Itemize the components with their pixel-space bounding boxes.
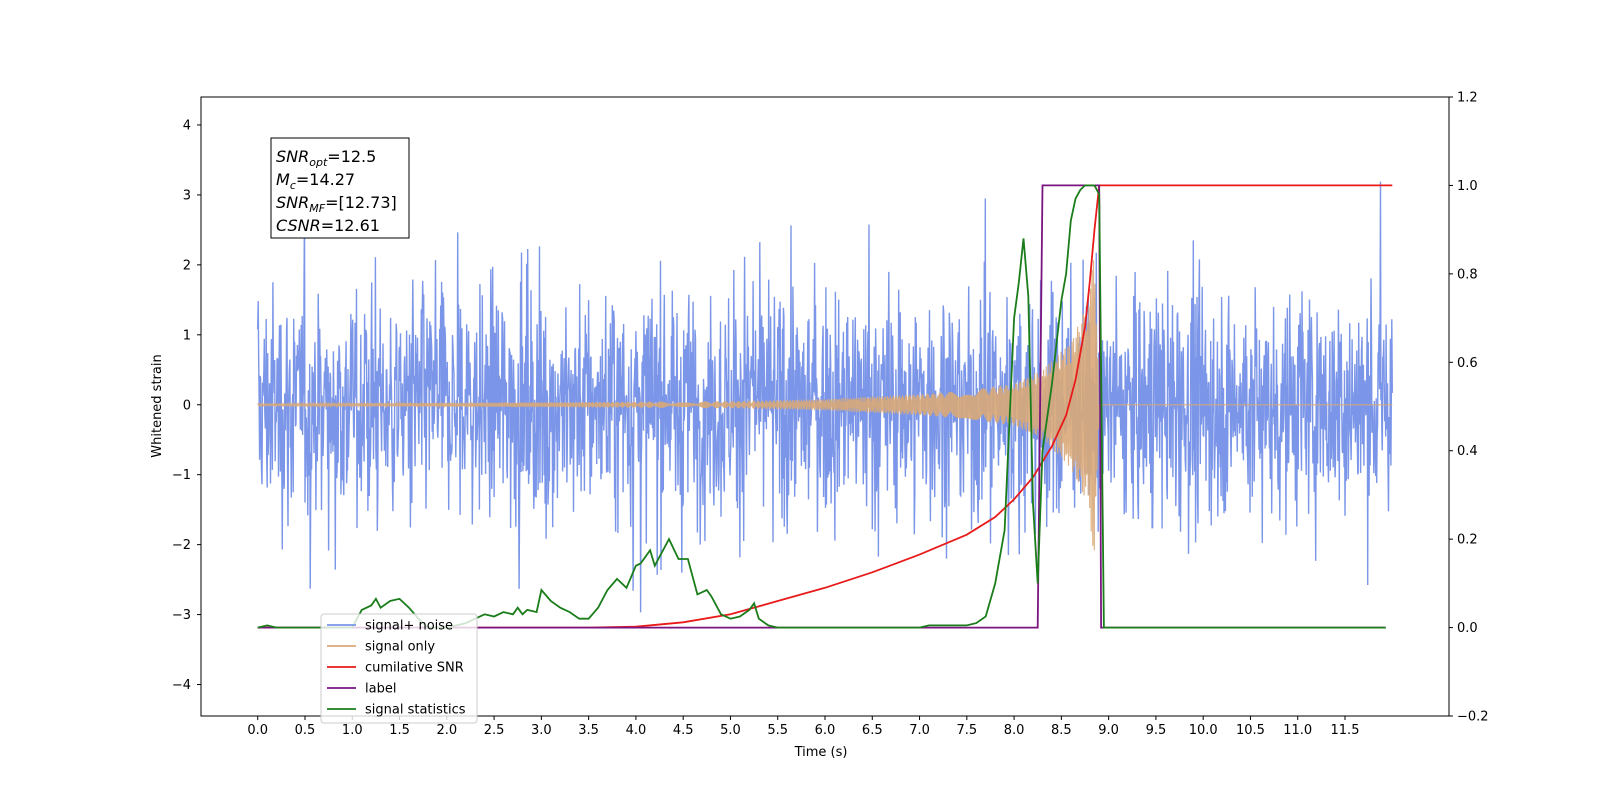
y-tick-label-right: 0.8 <box>1457 267 1478 282</box>
x-tick-label: 5.5 <box>767 723 788 738</box>
x-tick-label: 0.5 <box>295 723 316 738</box>
x-tick-label: 0.0 <box>247 723 268 738</box>
x-tick-label: 2.5 <box>484 723 505 738</box>
x-tick-label: 11.0 <box>1283 723 1312 738</box>
info-line: Mc=14.27 <box>276 170 355 192</box>
x-axis-label: Time (s) <box>794 745 848 760</box>
legend-entry-label: signal statistics <box>365 703 466 718</box>
y-tick-label-left: −3 <box>172 608 191 623</box>
y-tick-label-left: 2 <box>183 258 191 273</box>
x-tick-label: 9.5 <box>1146 723 1167 738</box>
y-tick-label-right: 0.0 <box>1457 621 1478 636</box>
legend-entry-label: label <box>365 682 396 697</box>
x-tick-label: 6.0 <box>815 723 836 738</box>
legend: signal+ noise signal only cumilative SNR la… <box>320 613 478 724</box>
x-tick-label: 4.0 <box>626 723 647 738</box>
series-signal-noise-line <box>257 181 1393 613</box>
y-tick-label-left: −2 <box>172 538 191 553</box>
y-tick-label-left: 4 <box>183 118 191 133</box>
info-line: CSNR=12.61 <box>276 216 380 235</box>
legend-entry-label: cumilative SNR <box>365 661 464 676</box>
x-tick-label: 1.5 <box>389 723 410 738</box>
y-tick-label-right: 0.4 <box>1457 444 1478 459</box>
x-tick-label: 8.0 <box>1004 723 1025 738</box>
x-tick-label: 11.5 <box>1331 723 1360 738</box>
x-tick-label: 4.5 <box>673 723 694 738</box>
series-signal-only-line <box>257 260 1393 551</box>
legend-box <box>320 613 478 724</box>
info-line: SNRMF=[12.73] <box>276 193 397 215</box>
x-tick-label: 7.0 <box>909 723 930 738</box>
series-cumulative-snr-line <box>257 184 1393 629</box>
x-tick-label: 6.5 <box>862 723 883 738</box>
plot-area <box>257 181 1393 629</box>
x-tick-label: 1.0 <box>342 723 363 738</box>
x-tick-label: 3.0 <box>531 723 552 738</box>
y-tick-label-right: 0.2 <box>1457 533 1478 548</box>
y-tick-label-left: 1 <box>183 328 191 343</box>
legend-entry-label: signal only <box>365 640 435 655</box>
x-tick-label: 10.5 <box>1236 723 1265 738</box>
x-tick-label: 7.5 <box>956 723 977 738</box>
info-box: SNRopt=12.5Mc=14.27SNRMF=[12.73]CSNR=12.… <box>270 137 410 239</box>
x-tick-label: 3.5 <box>578 723 599 738</box>
legend-entry-label: signal+ noise <box>365 619 453 634</box>
x-tick-label: 2.0 <box>436 723 457 738</box>
y-tick-label-left: −4 <box>172 678 191 693</box>
info-line: SNRopt=12.5 <box>276 147 376 169</box>
x-tick-label: 5.0 <box>720 723 741 738</box>
y-tick-label-right: 1.2 <box>1457 91 1478 106</box>
x-tick-label: 10.0 <box>1189 723 1218 738</box>
y-tick-label-right: 1.0 <box>1457 179 1478 194</box>
y-axis-label: Whitened strain <box>150 354 165 457</box>
y-tick-label-right: 0.6 <box>1457 356 1478 371</box>
x-tick-label: 8.5 <box>1051 723 1072 738</box>
y-tick-label-left: −1 <box>172 468 191 483</box>
x-tick-label: 9.0 <box>1098 723 1119 738</box>
y-tick-label-right: −0.2 <box>1457 710 1489 725</box>
y-tick-label-left: 3 <box>183 188 191 203</box>
y-tick-label-left: 0 <box>183 398 191 413</box>
